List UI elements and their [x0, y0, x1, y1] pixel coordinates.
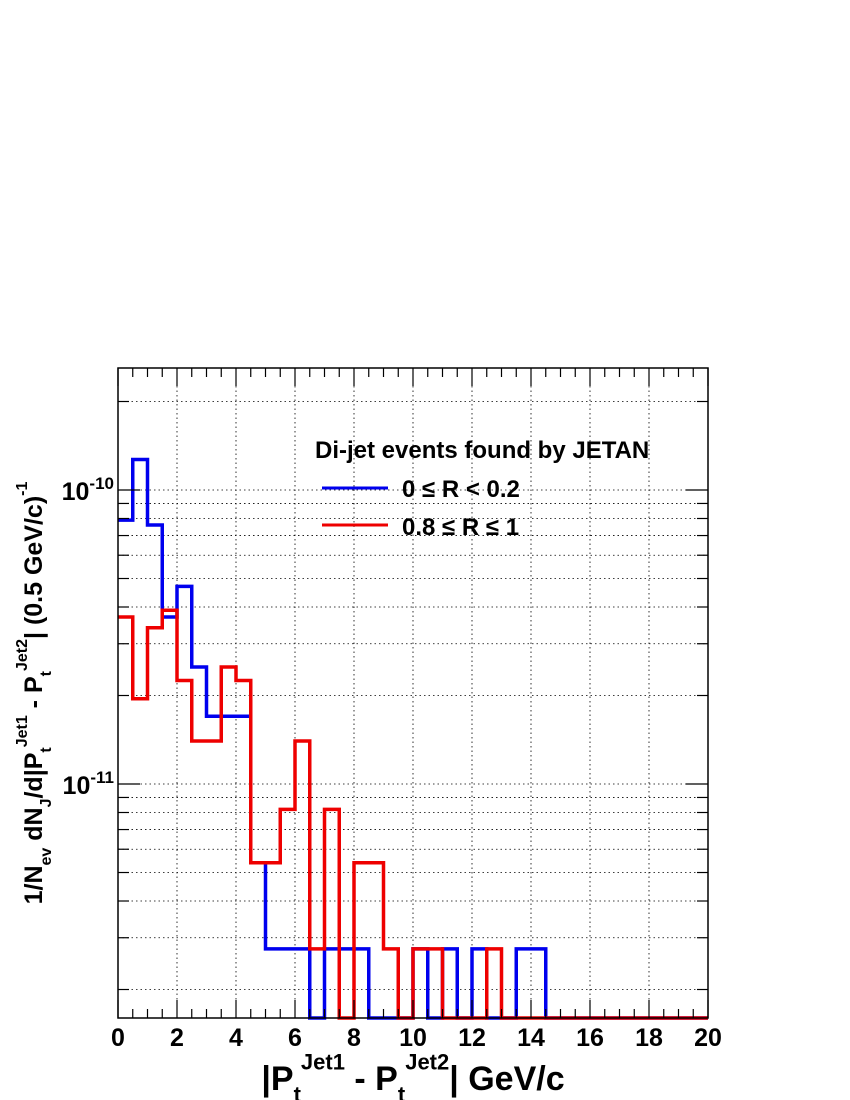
- x-tick-label: 12: [458, 1024, 486, 1052]
- x-tick-label: 4: [229, 1024, 243, 1052]
- y-axis-title: 1/Nev dNJ/d|PtJet1 - PtJet2| (0.5 GeV/c)…: [14, 482, 55, 905]
- x-tick-label: 10: [399, 1024, 427, 1052]
- x-axis-title: |PtJet1 - PtJet2| GeV/c: [261, 1050, 564, 1100]
- x-tick-label: 18: [635, 1024, 663, 1052]
- legend-label-series-1: 0 ≤ R < 0.2: [402, 476, 520, 503]
- x-tick-label: 8: [347, 1024, 361, 1052]
- x-tick-label: 0: [111, 1024, 125, 1052]
- x-tick-label: 16: [576, 1024, 604, 1052]
- legend-label-series-2: 0.8 ≤ R ≤ 1: [402, 514, 519, 541]
- x-axis-title-text: |PtJet1 - PtJet2| GeV/c: [261, 1050, 564, 1100]
- plot-frame: [117, 367, 709, 1019]
- series-1-histogram-line: [118, 457, 708, 1020]
- grid-lines: [118, 368, 708, 1018]
- legend-title: Di-jet events found by JETAN: [315, 437, 649, 464]
- y-tick-label: 10-10: [62, 474, 114, 506]
- y-axis-title-text: 1/Nev dNJ/d|PtJet1 - PtJet2| (0.5 GeV/c)…: [14, 482, 55, 905]
- x-tick-label: 20: [694, 1024, 722, 1052]
- x-tick-label: 6: [288, 1024, 302, 1052]
- y-axis-tick-labels: 10-10 10-11: [62, 474, 114, 800]
- x-axis-tick-labels: 0 2 4 6 8 10 12 14 16 18 20: [111, 1024, 722, 1052]
- legend: Di-jet events found by JETAN 0 ≤ R < 0.2…: [315, 437, 649, 541]
- y-tick-label: 10-11: [63, 768, 114, 800]
- series-layer: [118, 457, 708, 1020]
- x-tick-label: 14: [517, 1024, 545, 1052]
- x-tick-label: 2: [170, 1024, 184, 1052]
